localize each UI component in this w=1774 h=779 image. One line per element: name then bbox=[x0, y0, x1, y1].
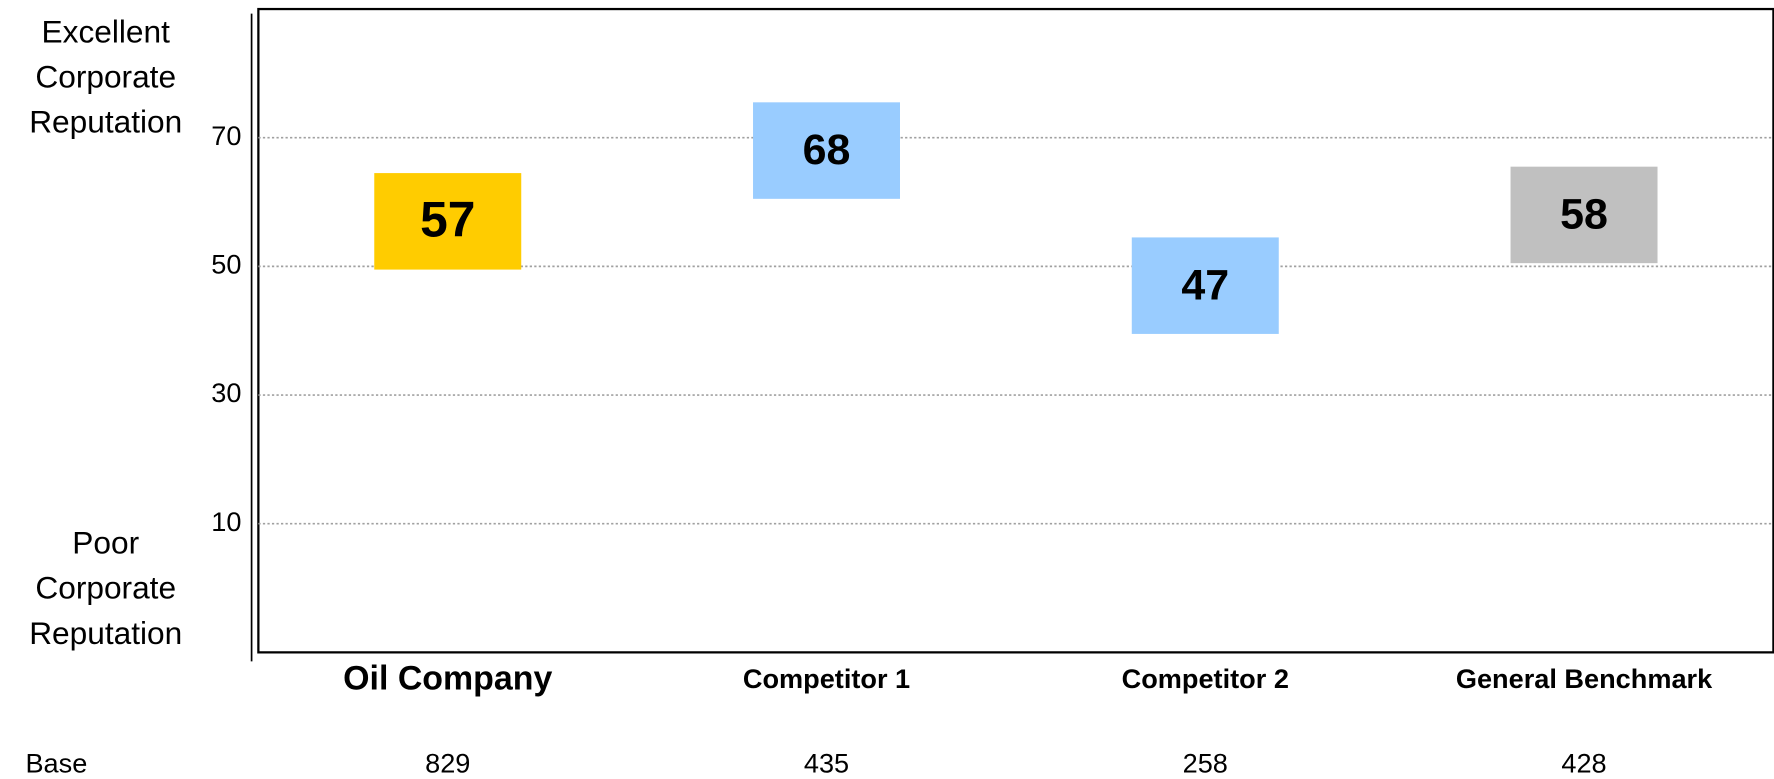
base-value: 829 bbox=[425, 748, 470, 779]
base-value: 435 bbox=[804, 748, 849, 779]
plot-border bbox=[257, 7, 1774, 654]
value-box bbox=[374, 173, 522, 270]
value-label: 68 bbox=[803, 126, 851, 174]
axis-annotation: Corporate bbox=[35, 59, 176, 95]
x-tick-label: General Benchmark bbox=[1456, 663, 1713, 694]
axis-annotation: Excellent bbox=[42, 13, 171, 49]
base-value: 428 bbox=[1561, 748, 1606, 779]
x-tick-label: Oil Company bbox=[343, 660, 552, 698]
axis-annotation: Corporate bbox=[35, 570, 176, 606]
axis-annotation: Poor bbox=[72, 524, 139, 560]
base-label: Base bbox=[25, 748, 87, 779]
axis-annotation: Reputation bbox=[29, 615, 182, 651]
y-tick-label: 50 bbox=[211, 249, 241, 280]
value-label: 58 bbox=[1560, 191, 1608, 239]
y-tick-label: 70 bbox=[211, 120, 241, 151]
x-tick-label: Competitor 2 bbox=[1122, 663, 1289, 694]
x-tick-label: Competitor 1 bbox=[743, 663, 910, 694]
value-label: 47 bbox=[1181, 261, 1229, 309]
y-tick-label: 10 bbox=[211, 506, 241, 537]
value-box bbox=[753, 102, 901, 199]
base-value: 258 bbox=[1183, 748, 1228, 779]
y-tick-label: 30 bbox=[211, 377, 241, 408]
axis-annotation: Reputation bbox=[29, 104, 182, 140]
value-box bbox=[1131, 237, 1279, 334]
value-box bbox=[1510, 166, 1658, 264]
value-label: 57 bbox=[420, 192, 475, 248]
